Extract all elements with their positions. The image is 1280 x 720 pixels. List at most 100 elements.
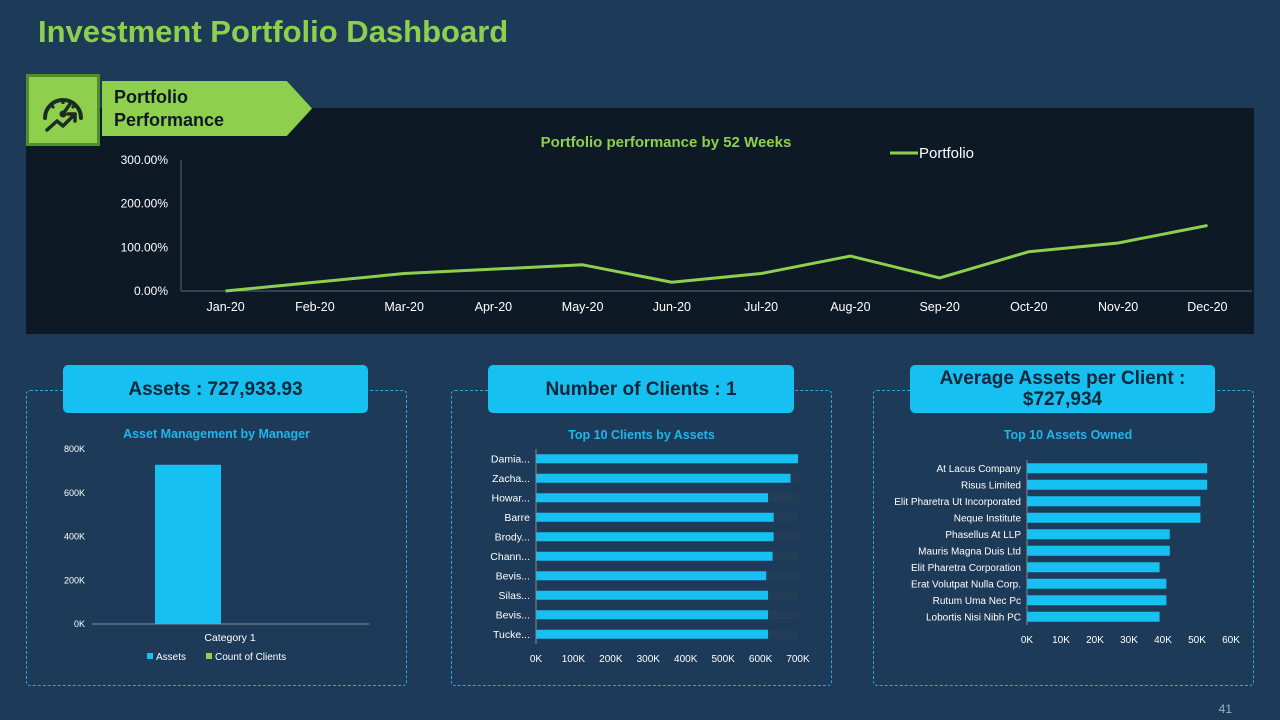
category-label: Lobortis Nisi Nibh PC xyxy=(926,612,1021,623)
x-tick-label: 30K xyxy=(1120,635,1138,646)
data-point xyxy=(492,268,494,270)
bar xyxy=(1027,512,1201,523)
x-tick-label: 700K xyxy=(786,654,810,665)
average-header: Average Assets per Client : $727,934 xyxy=(910,365,1215,413)
y-tick-label: 400K xyxy=(64,532,85,542)
x-tick-label: 300K xyxy=(637,654,661,665)
clients-header: Number of Clients : 1 xyxy=(488,365,794,413)
page-title: Investment Portfolio Dashboard xyxy=(38,14,509,49)
x-tick-label: Jan-20 xyxy=(207,300,245,314)
legend-swatch xyxy=(147,653,153,659)
portfolio-performance-panel xyxy=(26,108,1254,334)
bar xyxy=(536,532,774,542)
category-label: Rutum Uma Nec Pc xyxy=(933,596,1021,607)
bar xyxy=(1027,479,1208,490)
category-label: Silas... xyxy=(498,590,530,602)
bar xyxy=(1027,496,1201,507)
speedometer-growth-icon xyxy=(43,98,83,132)
performance-label-tab: Portfolio Performance xyxy=(102,81,312,136)
x-tick-label: Feb-20 xyxy=(295,300,335,314)
page-number: 41 xyxy=(1218,702,1232,716)
category-label: Bevis... xyxy=(496,570,530,582)
performance-label: Portfolio Performance xyxy=(114,86,264,132)
bar xyxy=(536,610,769,620)
performance-label-line2: Performance xyxy=(114,110,225,130)
y-tick-label: 800K xyxy=(64,444,85,454)
x-tick-label: 20K xyxy=(1086,635,1104,646)
assets-owned-chart-title: Top 10 Assets Owned xyxy=(1003,428,1133,442)
x-tick-label: Aug-20 xyxy=(830,300,870,314)
category-label: Brody... xyxy=(495,531,530,543)
x-tick-label: 400K xyxy=(674,654,698,665)
bar xyxy=(536,454,798,464)
data-point xyxy=(225,290,227,292)
category-label: Risus Limited xyxy=(961,480,1021,491)
bar xyxy=(536,590,769,600)
clients-chart-title: Top 10 Clients by Assets xyxy=(568,428,715,442)
bar xyxy=(1027,595,1167,606)
category-label: Mauris Magna Duis Ltd xyxy=(918,546,1021,557)
y-tick-label: 100.00% xyxy=(121,240,169,254)
x-tick-label: 600K xyxy=(749,654,773,665)
legend-label-portfolio: Portfolio xyxy=(919,145,974,162)
x-tick-label: May-20 xyxy=(562,300,604,314)
x-tick-label: Jul-20 xyxy=(744,300,778,314)
x-tick-label: 0K xyxy=(1021,635,1034,646)
data-point xyxy=(849,255,851,257)
manager-chart-title: Asset Management by Manager xyxy=(123,427,310,441)
bar xyxy=(1027,545,1170,556)
category-label: Chann... xyxy=(490,551,530,563)
category-label: Elit Pharetra Corporation xyxy=(911,563,1021,574)
x-tick-label: 200K xyxy=(599,654,623,665)
bar xyxy=(1027,578,1167,589)
y-tick-label: 200.00% xyxy=(121,197,169,211)
data-point xyxy=(403,273,405,275)
bar xyxy=(536,473,791,483)
x-tick-label: Category 1 xyxy=(204,632,256,644)
data-point xyxy=(582,264,584,266)
y-tick-label: 600K xyxy=(64,488,85,498)
top-clients-bar-chart: Damia... Zacha... Howar... Barre Brody... Cha… xyxy=(490,449,810,665)
y-tick-label: 200K xyxy=(64,575,85,585)
category-label: Bevis... xyxy=(496,609,530,621)
bar xyxy=(536,512,774,522)
x-tick-label: 10K xyxy=(1052,635,1070,646)
x-tick-label: Dec-20 xyxy=(1187,300,1227,314)
manager-bar-chart: 0K 200K 400K 600K 800K Category 1 Assets Count … xyxy=(64,444,369,663)
x-tick-label: 0K xyxy=(530,654,543,665)
x-tick-label: 60K xyxy=(1222,635,1240,646)
bar xyxy=(1027,562,1160,573)
data-point xyxy=(1206,225,1208,226)
line-chart-title: Portfolio performance by 52 Weeks xyxy=(541,134,792,151)
category-label: Damia... xyxy=(491,453,530,465)
data-point xyxy=(939,277,941,279)
bar xyxy=(1027,463,1208,474)
category-label: Tucke... xyxy=(493,629,530,641)
bar xyxy=(1027,611,1160,622)
category-label: Howar... xyxy=(491,492,530,504)
x-tick-label: Apr-20 xyxy=(475,300,513,314)
x-tick-label: 500K xyxy=(711,654,735,665)
bar xyxy=(536,571,767,581)
data-point xyxy=(760,273,762,275)
assets-header: Assets : 727,933.93 xyxy=(63,365,368,413)
bar xyxy=(536,629,769,639)
legend-swatch xyxy=(206,653,212,659)
category-label: Elit Pharetra Ut Incorporated xyxy=(894,497,1021,508)
series-line-portfolio xyxy=(225,224,1208,293)
legend-label: Assets xyxy=(156,652,186,663)
performance-label-line1: Portfolio xyxy=(114,87,188,107)
x-tick-label: Sep-20 xyxy=(919,300,959,314)
data-point xyxy=(1117,242,1119,244)
category-label: Phasellus At LLP xyxy=(945,530,1021,541)
performance-badge xyxy=(26,74,100,146)
category-label: Zacha... xyxy=(492,473,530,485)
bar xyxy=(1027,529,1170,540)
data-point xyxy=(314,281,316,283)
x-tick-label: Oct-20 xyxy=(1010,300,1048,314)
data-point xyxy=(671,281,673,283)
portfolio-line-chart: Portfolio performance by 52 Weeks Portfo… xyxy=(121,134,1252,314)
x-tick-label: Jun-20 xyxy=(653,300,691,314)
category-label: At Lacus Company xyxy=(937,464,1022,475)
bar-assets-category-1 xyxy=(155,464,221,624)
